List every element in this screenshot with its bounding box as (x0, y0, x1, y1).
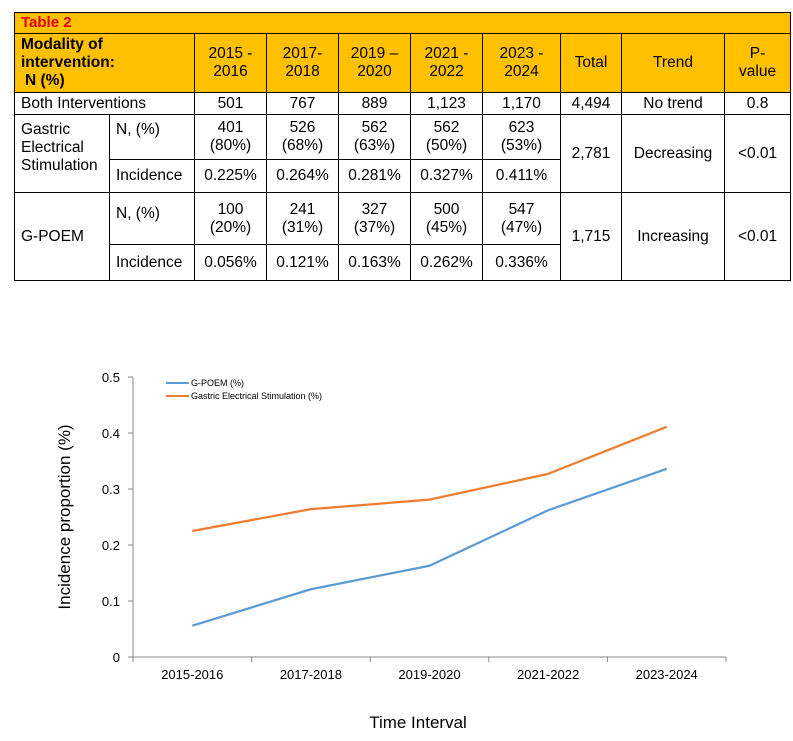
y-tick-label: 0.3 (102, 482, 120, 497)
n-label: N, (%) (109, 114, 195, 160)
summary-table: Table 2 Modality of intervention: N (%) … (13, 12, 792, 281)
y-tick-label: 0 (113, 650, 120, 665)
y-tick-label: 0.4 (102, 426, 120, 441)
y-axis-label: Incidence proportion (%) (55, 424, 74, 609)
x-tick-label: 2017-2018 (280, 667, 342, 682)
y-tick-label: 0.5 (102, 370, 120, 385)
x-tick-label: 2015-2016 (161, 667, 223, 682)
y-tick-label: 0.2 (102, 538, 120, 553)
x-tick-label: 2021-2022 (517, 667, 579, 682)
table-cell: 0.281% (338, 159, 411, 193)
table-cell: 327 (37%) (338, 192, 411, 245)
table-row: G-POEM N, (%) 100 (20%) 241 (31%) 327 (37%)… (14, 192, 792, 281)
table-cell: 1,170 (482, 92, 561, 115)
total-header: Total (560, 33, 622, 93)
table-cell: 501 (194, 92, 267, 115)
chart-legend: G-POEM (%) Gastric Electrical Stimulation… (166, 378, 322, 401)
table-cell: 0.8 (723, 92, 792, 115)
series-line (191, 467, 668, 627)
table-cell: 623 (53%) (482, 114, 561, 160)
gpoem-label: G-POEM (14, 192, 110, 281)
table-cell: 401 (80%) (194, 114, 267, 160)
y-tick-label: 0.1 (102, 594, 120, 609)
table-cell: 0.163% (338, 244, 411, 281)
table-cell: 0.262% (410, 244, 483, 281)
table-row: Incidence 0.225% 0.264% 0.281% 0.327% 0.… (15, 159, 791, 193)
table-cell: 500 (45%) (410, 192, 483, 245)
trend-header: Trend (621, 33, 725, 93)
ges-label: Gastric Electrical Stimulation (14, 114, 110, 193)
table-cell: 100 (20%) (194, 192, 267, 245)
table-cell: Increasing (621, 192, 725, 281)
table-cell: 1,123 (410, 92, 483, 115)
period-header: 2017- 2018 (266, 33, 339, 93)
table-title: Table 2 (13, 12, 792, 34)
table-cell: 526 (68%) (266, 114, 339, 160)
table-cell: 4,494 (560, 92, 622, 115)
table-cell: 889 (338, 92, 411, 115)
table-cell: 241 (31%) (266, 192, 339, 245)
table-cell: 0.225% (194, 159, 267, 193)
table-cell: <0.01 (723, 114, 792, 193)
table-cell: Decreasing (621, 114, 725, 193)
table-cell: 0.121% (266, 244, 339, 281)
table-cell: <0.01 (723, 192, 792, 281)
table-row: Incidence 0.056% 0.121% 0.163% 0.262% 0.… (15, 244, 791, 281)
table-cell: 562 (63%) (338, 114, 411, 160)
table-cell: 0.327% (410, 159, 483, 193)
period-header: 2023 -2024 (482, 33, 561, 93)
legend-label: Gastric Electrical Stimulation (%) (191, 391, 322, 401)
period-header: 2019 –2020 (338, 33, 411, 93)
series-line (192, 425, 668, 533)
pvalue-header: P-value (723, 33, 792, 93)
table-cell: No trend (621, 92, 725, 115)
period-header: 2015 -2016 (194, 33, 267, 93)
x-tick-label: 2023-2024 (636, 667, 698, 682)
modality-header: Modality of intervention: N (%) (14, 33, 195, 93)
chart-lines (191, 425, 668, 627)
both-label: Both Interventions (14, 92, 195, 115)
legend-label: G-POEM (%) (191, 378, 244, 388)
incidence-label: Incidence (109, 244, 195, 281)
period-header: 2021 -2022 (410, 33, 483, 93)
x-axis-label: Time Interval (369, 713, 467, 732)
table-cell: 0.411% (482, 159, 561, 193)
n-label: N, (%) (109, 192, 195, 245)
incidence-label: Incidence (109, 159, 195, 193)
table-cell: 0.056% (194, 244, 267, 281)
table-cell: 547 (47%) (482, 192, 561, 245)
table-cell: 562 (50%) (410, 114, 483, 160)
table-cell: 767 (266, 92, 339, 115)
table-row: Gastric Electrical Stimulation N, (%) 401(… (14, 114, 792, 193)
table-cell: 1,715 (560, 192, 622, 281)
table-cell: 0.336% (482, 244, 561, 281)
table-cell: 2,781 (560, 114, 622, 193)
table-cell: 0.264% (266, 159, 339, 193)
chart-axes: 0 0.1 0.2 0.3 0.4 0.5 2015-2016 2017-2018 2019-2… (102, 370, 727, 682)
table-row: Both Interventions 501 767 889 1,123 1,1… (14, 92, 792, 115)
x-tick-label: 2019-2020 (398, 667, 460, 682)
